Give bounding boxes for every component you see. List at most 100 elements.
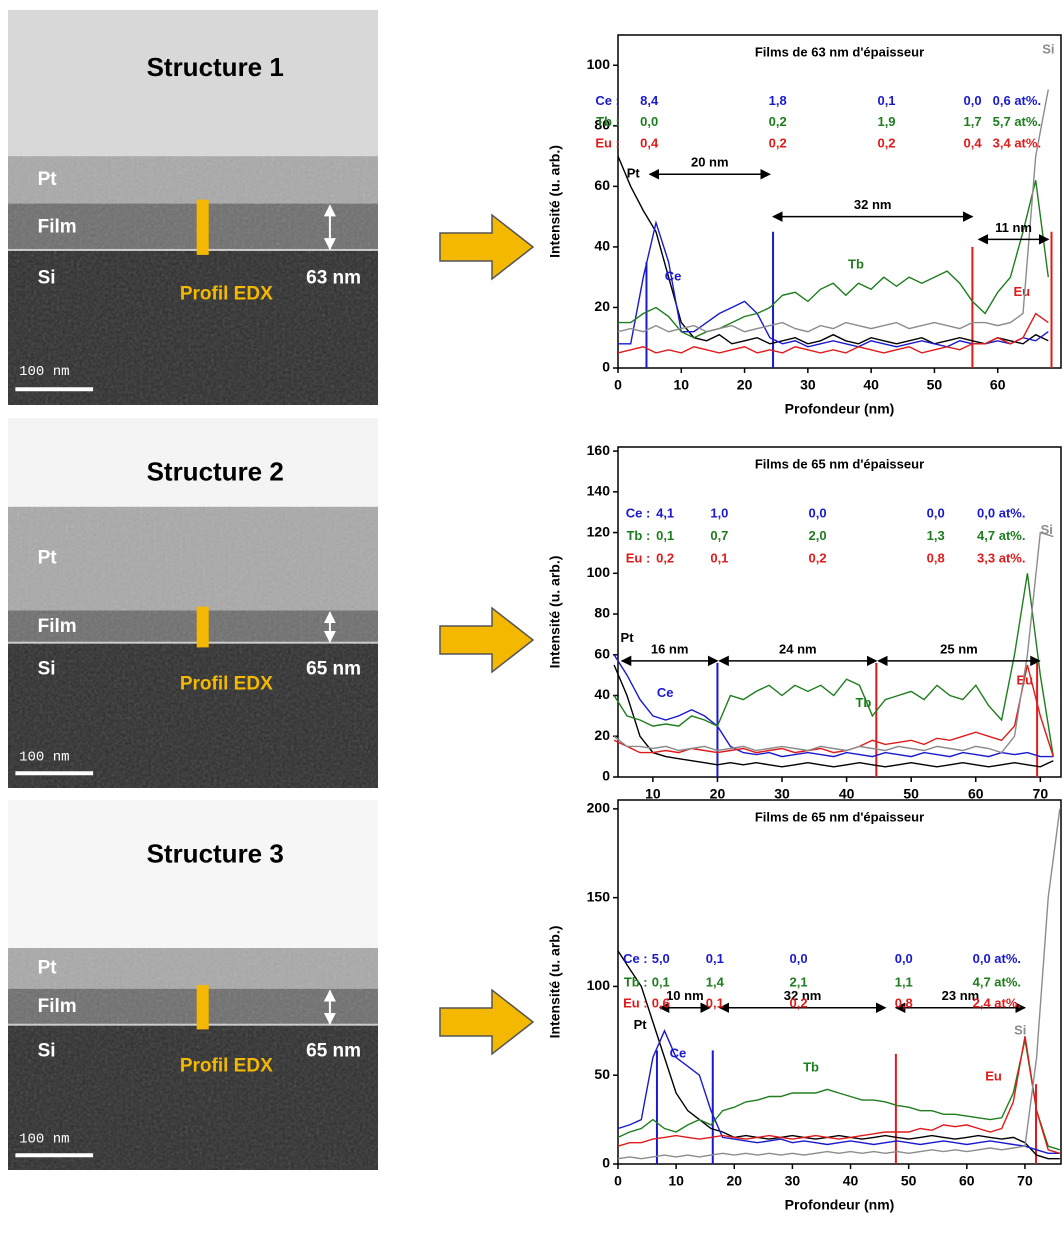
series-label: Ce: [670, 1045, 687, 1060]
edx-chart: 0 10 20 30 40 50 60 0 20 40 60 80 100 Films de 63 nm …: [547, 34, 1062, 417]
y-tick-label: 80: [594, 605, 610, 621]
x-tick-label: 40: [839, 786, 855, 802]
composition-element: Tb :: [596, 114, 620, 129]
composition-value: 3,3 at%.: [977, 550, 1025, 565]
scale-label: 100 nm: [19, 749, 69, 765]
composition-element: Ce :: [623, 951, 648, 966]
x-axis-label: Profondeur (nm): [785, 1197, 895, 1213]
layer-label: Film: [38, 616, 77, 637]
series-label: Ce: [657, 685, 674, 700]
y-tick-label: 0: [602, 768, 610, 784]
dimension-label: 24 nm: [779, 641, 817, 656]
composition-value: 8,4: [640, 93, 659, 108]
layer-label: Si: [38, 659, 56, 680]
series-label: Si: [1014, 1022, 1026, 1037]
series-line: [613, 531, 1054, 754]
composition-value: 0,0 at%.: [977, 506, 1025, 521]
composition-value: 0,6: [652, 996, 670, 1011]
composition-value: 0,4: [640, 135, 659, 150]
x-tick-label: 60: [990, 377, 1006, 393]
composition-value: 0,0: [809, 506, 827, 521]
x-tick-label: 50: [903, 786, 919, 802]
composition-value: 0,4: [964, 135, 983, 150]
x-tick-label: 50: [901, 1173, 917, 1189]
image-title: Structure 2: [147, 456, 284, 486]
x-tick-label: 30: [774, 786, 790, 802]
profile-label: Profil EDX: [180, 1055, 273, 1076]
image-title: Structure 3: [147, 838, 284, 868]
tem-image: Structure 3 Pt Film Si Profil EDX 65 nm 100 nm: [8, 800, 535, 1170]
dimension-label: 23 nm: [942, 988, 980, 1003]
composition-value: 0,8: [895, 996, 913, 1011]
x-tick-label: 70: [1017, 1173, 1033, 1189]
series-label: Pt: [634, 1017, 648, 1032]
series-line: [613, 654, 1054, 758]
series-label: Tb: [855, 695, 871, 710]
x-tick-label: 10: [668, 1173, 684, 1189]
composition-value: 0,0: [964, 93, 982, 108]
profile-label: Profil EDX: [180, 283, 273, 304]
edx-profile-bar: [196, 985, 209, 1030]
composition-element: Tb :: [626, 528, 650, 543]
y-tick-label: 160: [587, 442, 611, 458]
composition-value: 0,0: [927, 506, 945, 521]
composition-value: 0,2: [769, 114, 787, 129]
composition-value: 4,7 at%.: [977, 528, 1025, 543]
composition-value: 0,2: [790, 996, 808, 1011]
y-tick-label: 40: [594, 238, 610, 254]
composition-value: 0,0: [640, 114, 658, 129]
series-label: Si: [1041, 522, 1053, 537]
plot-area: [617, 799, 1062, 1165]
grain: [8, 506, 378, 788]
x-axis-label: Profondeur (nm): [785, 401, 895, 417]
composition-value: 0,1: [710, 550, 728, 565]
composition-value: 1,0: [710, 506, 728, 521]
dimension-label: 20 nm: [691, 155, 729, 170]
y-tick-label: 100: [587, 564, 611, 580]
y-axis-label: Intensité (u. arb.): [547, 145, 563, 258]
series-label: Eu: [1013, 284, 1030, 299]
composition-value: 0,1: [706, 951, 724, 966]
composition-value: 0,1: [656, 528, 674, 543]
series-line: [617, 1039, 1061, 1151]
series-line: [617, 155, 1049, 345]
layer-label: Pt: [38, 957, 58, 978]
x-tick-label: 60: [959, 1173, 975, 1189]
layer-label: Si: [38, 1041, 56, 1062]
series-label: Tb: [848, 257, 864, 272]
y-axis-label: Intensité (u. arb.): [547, 556, 563, 669]
composition-element: Eu :: [595, 135, 620, 150]
composition-value: 0,1: [652, 974, 670, 989]
dimension-label: 10 nm: [666, 988, 704, 1003]
dimension-label: 16 nm: [651, 641, 689, 656]
composition-value: 2,4 at%.: [973, 996, 1021, 1011]
plot-area: [617, 446, 1062, 778]
edx-chart: 10 20 30 40 50 60 70 0 20 40 60 80 100 120 140 160 Films…: [547, 442, 1062, 826]
y-tick-label: 140: [587, 483, 611, 499]
layer-label: Film: [38, 996, 77, 1017]
composition-value: 4,1: [656, 506, 674, 521]
x-tick-label: 0: [614, 1173, 622, 1189]
composition-value: 0,0: [895, 951, 913, 966]
dimension-label: 32 nm: [784, 988, 822, 1003]
layer-label: Pt: [38, 548, 58, 569]
x-tick-label: 40: [843, 1173, 859, 1189]
x-tick-label: 30: [800, 377, 816, 393]
thickness-label: 65 nm: [306, 659, 361, 680]
tem-image: Structure 2 Pt Film Si Profil EDX 65 nm 100 nm: [8, 418, 535, 788]
edx-profile-bar: [196, 199, 209, 255]
series-line: [617, 950, 1060, 1160]
layer-label: Si: [38, 268, 56, 289]
composition-value: 5,0: [652, 951, 670, 966]
image-title: Structure 1: [147, 52, 284, 82]
composition-value: 0,2: [809, 550, 827, 565]
background: [8, 10, 378, 157]
y-tick-label: 0: [602, 359, 610, 375]
series-label: Pt: [627, 166, 641, 181]
composition-value: 0,8: [927, 550, 945, 565]
composition-value: 1,3: [927, 528, 945, 543]
y-tick-label: 100: [587, 977, 611, 993]
big-arrow: [439, 988, 535, 1056]
y-tick-label: 50: [594, 1066, 610, 1082]
